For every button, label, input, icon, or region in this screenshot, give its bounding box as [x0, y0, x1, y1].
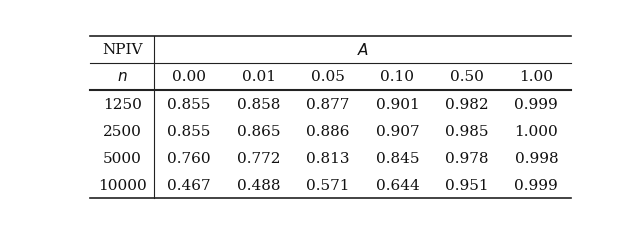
Text: 0.05: 0.05	[311, 70, 345, 84]
Text: $n$: $n$	[117, 70, 127, 84]
Text: 2500: 2500	[103, 124, 141, 138]
Text: 0.644: 0.644	[376, 178, 419, 192]
Text: 0.886: 0.886	[307, 124, 349, 138]
Text: 10000: 10000	[98, 178, 147, 192]
Text: 0.901: 0.901	[376, 97, 419, 111]
Text: 0.772: 0.772	[237, 151, 280, 165]
Text: 0.00: 0.00	[172, 70, 206, 84]
Text: 0.10: 0.10	[380, 70, 415, 84]
Text: 0.877: 0.877	[307, 97, 349, 111]
Text: 0.50: 0.50	[450, 70, 484, 84]
Text: 1250: 1250	[103, 97, 141, 111]
Text: 0.985: 0.985	[445, 124, 488, 138]
Text: 0.858: 0.858	[237, 97, 280, 111]
Text: 0.855: 0.855	[168, 97, 211, 111]
Text: 0.865: 0.865	[237, 124, 280, 138]
Text: $A$: $A$	[356, 42, 369, 58]
Text: 0.951: 0.951	[445, 178, 489, 192]
Text: 0.488: 0.488	[237, 178, 280, 192]
Text: 0.999: 0.999	[515, 97, 558, 111]
Text: 1.00: 1.00	[519, 70, 554, 84]
Text: 0.01: 0.01	[241, 70, 276, 84]
Text: 0.982: 0.982	[445, 97, 489, 111]
Text: 5000: 5000	[103, 151, 141, 165]
Text: 0.907: 0.907	[376, 124, 419, 138]
Text: 0.998: 0.998	[515, 151, 558, 165]
Text: 0.999: 0.999	[515, 178, 558, 192]
Text: 0.467: 0.467	[167, 178, 211, 192]
Text: 1.000: 1.000	[515, 124, 558, 138]
Text: 0.813: 0.813	[307, 151, 349, 165]
Text: 0.845: 0.845	[376, 151, 419, 165]
Text: 0.978: 0.978	[445, 151, 488, 165]
Text: NPIV: NPIV	[102, 43, 143, 57]
Text: 0.760: 0.760	[167, 151, 211, 165]
Text: 0.855: 0.855	[168, 124, 211, 138]
Text: 0.571: 0.571	[307, 178, 349, 192]
